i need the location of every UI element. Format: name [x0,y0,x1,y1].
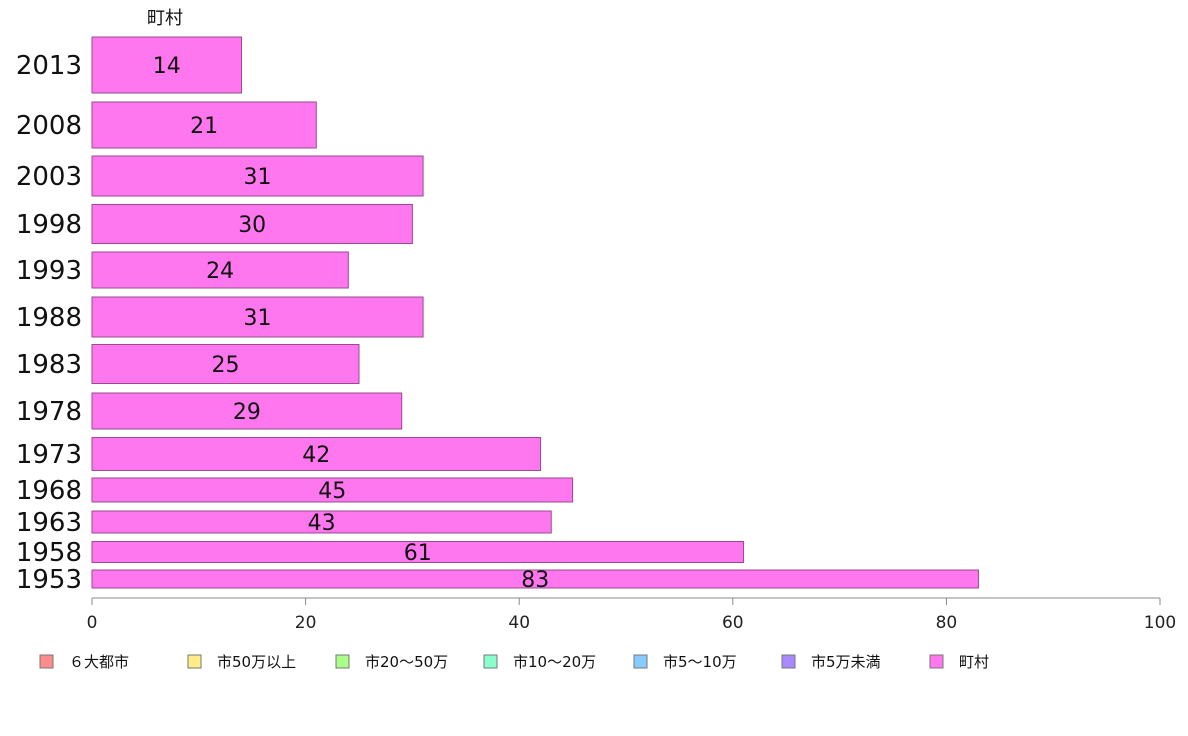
legend-label-6: 町村 [959,653,989,671]
series-title: 町村 [147,8,183,29]
bar-1968 [91,477,574,503]
category-label-2008: 2008 [16,111,82,141]
x-tick-label-60: 60 [722,613,744,633]
category-label-1983: 1983 [16,350,82,380]
category-label-1963: 1963 [16,508,82,538]
category-label-2013: 2013 [16,51,82,81]
value-label-1978: 29 [233,400,261,425]
x-axis: 0 20 40 60 80 100 [87,597,1176,633]
x-tick-label-20: 20 [295,613,317,633]
value-label-1968: 45 [318,479,346,504]
value-label-1988: 31 [244,306,272,331]
legend-swatch-6 [929,654,944,669]
value-label-1998: 30 [238,213,266,238]
x-tick-label-100: 100 [1144,613,1176,633]
legend-swatch-1 [187,654,202,669]
value-label-1963: 43 [308,511,336,536]
x-tick-label-40: 40 [508,613,530,633]
bar-1958 [91,541,744,563]
legend-label-0: ６大都市 [69,653,129,671]
bar-1998 [91,204,413,244]
category-label-1998: 1998 [16,210,82,240]
legend-swatch-2 [335,654,350,669]
value-label-2008: 21 [190,114,218,139]
x-tick-label-80: 80 [936,613,958,633]
legend-swatch-0 [39,654,54,669]
bar-1983 [91,344,360,384]
legend-label-1: 市50万以上 [217,653,296,671]
legend-swatch-5 [781,654,796,669]
value-label-1958: 61 [404,541,432,566]
category-label-2003: 2003 [16,162,82,192]
bar-1978 [91,392,403,430]
x-tick-label-0: 0 [87,613,98,633]
legend-label-3: 市10〜20万 [513,653,596,671]
bar-1953 [91,569,979,589]
bar-2003 [91,155,424,197]
bar-2008 [91,101,317,149]
legend-label-2: 市20〜50万 [365,653,448,671]
bars-layer: 2013 14 2008 21 2003 31 1998 30 1993 24 1988 31 1983… [16,36,979,595]
value-label-1993: 24 [206,259,234,284]
bar-1973 [91,437,542,471]
category-label-1968: 1968 [16,476,82,506]
value-label-2003: 31 [244,165,272,190]
legend-label-4: 市5〜10万 [663,653,737,671]
category-label-1993: 1993 [16,256,82,286]
bar-1988 [91,296,424,338]
bar-1993 [91,251,349,289]
category-label-1958: 1958 [16,538,82,568]
legend-label-5: 市5万未満 [811,653,881,671]
legend-swatch-4 [633,654,648,669]
bar-2013 [91,36,243,94]
value-label-1973: 42 [302,443,330,468]
legend: ６大都市 市50万以上 市20〜50万 市10〜20万 市5〜10万 市5万未満 町村 [39,653,989,671]
category-label-1953: 1953 [16,565,82,595]
value-label-2013: 14 [153,54,181,79]
category-label-1973: 1973 [16,440,82,470]
value-label-1953: 83 [521,568,549,593]
bar-1963 [91,510,552,534]
category-label-1988: 1988 [16,303,82,333]
category-label-1978: 1978 [16,397,82,427]
value-label-1983: 25 [212,353,240,378]
legend-swatch-3 [483,654,498,669]
